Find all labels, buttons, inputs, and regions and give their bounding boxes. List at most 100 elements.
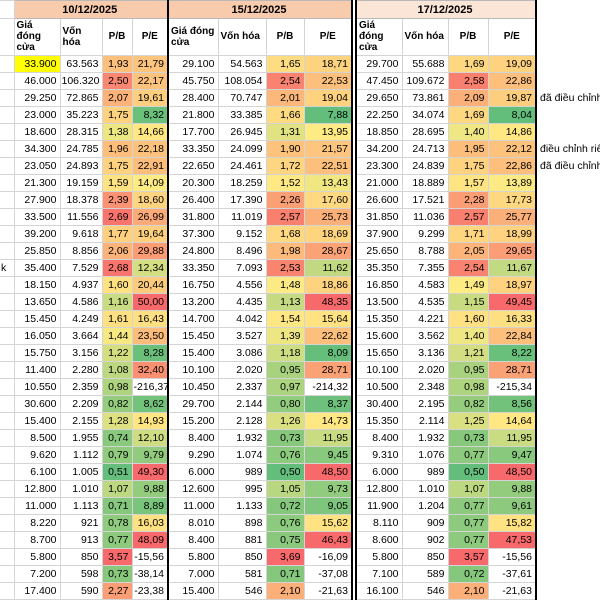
row-label-partial[interactable] [0,326,15,345]
pb-cell[interactable]: 2,01 [265,88,305,107]
pe-cell[interactable]: 15,64 [303,309,355,328]
pb-cell[interactable]: 1,31 [265,122,305,141]
price-cell[interactable]: 29.700 [167,394,219,413]
pe-cell[interactable]: 19,04 [303,88,355,107]
marketcap-cell[interactable]: 995 [217,479,267,498]
marketcap-cell[interactable]: 70.747 [217,88,267,107]
marketcap-cell[interactable]: 73.861 [401,88,449,107]
price-cell[interactable]: 11.900 [351,496,403,515]
marketcap-cell[interactable]: 11.556 [59,207,103,226]
note-cell[interactable] [535,480,600,498]
marketcap-cell[interactable]: 8.856 [59,241,103,260]
marketcap-cell[interactable]: 2.209 [59,394,103,413]
pe-cell[interactable]: 18,69 [303,224,355,243]
pb-cell[interactable]: 0,95 [447,360,489,379]
col-header-pe[interactable]: P/E [303,18,355,56]
pb-cell[interactable]: 2,26 [265,190,305,209]
pe-cell[interactable]: 9,73 [303,479,355,498]
pe-cell[interactable]: 15,82 [487,513,537,532]
marketcap-cell[interactable]: 3.562 [401,326,449,345]
pe-cell[interactable]: 8,62 [131,394,169,413]
price-cell[interactable]: 35.350 [351,258,403,277]
pe-cell[interactable]: 18,99 [487,224,537,243]
price-cell[interactable]: 7.100 [351,564,403,583]
price-cell[interactable]: 8.010 [167,513,219,532]
pe-cell[interactable]: 18,86 [303,275,355,294]
note-cell[interactable] [535,208,600,226]
price-cell[interactable]: 10.100 [167,360,219,379]
pe-cell[interactable]: 22,18 [131,139,169,158]
row-label-partial[interactable] [0,513,15,532]
row-label-partial[interactable] [0,445,15,464]
pb-cell[interactable]: 1,69 [447,105,489,124]
marketcap-cell[interactable]: 850 [59,547,103,566]
price-cell[interactable]: 8.220 [13,513,61,532]
note-cell[interactable] [535,548,600,566]
row-label-partial[interactable] [0,105,15,124]
pe-cell[interactable]: 9,47 [487,445,537,464]
row-label-partial[interactable] [0,309,15,328]
row-label-partial[interactable] [0,122,15,141]
price-cell[interactable]: 15.350 [351,411,403,430]
pe-cell[interactable]: -21,63 [487,581,537,600]
note-cell[interactable] [535,429,600,447]
marketcap-cell[interactable]: 913 [59,530,103,549]
pe-cell[interactable]: 29,88 [131,241,169,260]
pb-cell[interactable]: 0,79 [101,445,133,464]
price-cell[interactable]: 15.400 [13,411,61,430]
price-cell[interactable]: 28.400 [167,88,219,107]
marketcap-cell[interactable]: 598 [59,564,103,583]
price-cell[interactable]: 31.800 [167,207,219,226]
pb-cell[interactable]: 1,49 [447,275,489,294]
pb-cell[interactable]: 0,82 [101,394,133,413]
marketcap-cell[interactable]: 1.010 [59,479,103,498]
note-cell[interactable] [535,497,600,515]
pe-cell[interactable]: 12,34 [131,258,169,277]
pb-cell[interactable]: 0,80 [265,394,305,413]
note-cell[interactable] [535,225,600,243]
note-cell[interactable] [535,174,600,192]
price-cell[interactable]: 10.500 [351,377,403,396]
price-cell[interactable]: 13.500 [351,292,403,311]
price-cell[interactable]: 26.400 [167,190,219,209]
pe-cell[interactable]: 8,04 [487,105,537,124]
marketcap-cell[interactable]: 2.195 [401,394,449,413]
pb-cell[interactable]: 1,22 [101,343,133,362]
marketcap-cell[interactable]: 9.299 [401,224,449,243]
marketcap-cell[interactable]: 546 [217,581,267,600]
pb-cell[interactable]: 1,65 [265,54,305,73]
pb-cell[interactable]: 1,28 [101,411,133,430]
row-label-partial[interactable] [0,479,15,498]
price-cell[interactable]: 21.000 [351,173,403,192]
price-cell[interactable]: 6.000 [351,462,403,481]
marketcap-cell[interactable]: 1.113 [59,496,103,515]
pb-cell[interactable]: 2,05 [447,241,489,260]
row-label-partial[interactable] [0,173,15,192]
pb-cell[interactable]: 0,73 [265,428,305,447]
row-label-partial[interactable] [0,496,15,515]
price-cell[interactable]: 9.290 [167,445,219,464]
pe-cell[interactable]: 48,50 [487,462,537,481]
marketcap-cell[interactable]: 898 [217,513,267,532]
marketcap-cell[interactable]: 581 [217,564,267,583]
row-label-partial[interactable] [0,343,15,362]
pb-cell[interactable]: 1,40 [447,122,489,141]
price-cell[interactable]: 29.100 [167,54,219,73]
marketcap-cell[interactable]: 989 [401,462,449,481]
note-cell[interactable] [535,565,600,583]
row-label-partial[interactable] [0,547,15,566]
note-cell[interactable] [535,242,600,260]
pb-cell[interactable]: 3,57 [447,547,489,566]
pb-cell[interactable]: 2,10 [447,581,489,600]
marketcap-cell[interactable]: 4.937 [59,275,103,294]
pe-cell[interactable]: 11,95 [303,428,355,447]
marketcap-cell[interactable]: 1.076 [401,445,449,464]
marketcap-cell[interactable]: 26.945 [217,122,267,141]
pe-cell[interactable]: 13,89 [487,173,537,192]
price-cell[interactable]: 25.850 [13,241,61,260]
marketcap-cell[interactable]: 1.932 [401,428,449,447]
col-header-price[interactable]: Giá đóng cửa [13,18,61,56]
pe-cell[interactable]: 26,99 [131,207,169,226]
row-label-partial[interactable]: k [0,258,15,277]
pe-cell[interactable]: 9,88 [487,479,537,498]
